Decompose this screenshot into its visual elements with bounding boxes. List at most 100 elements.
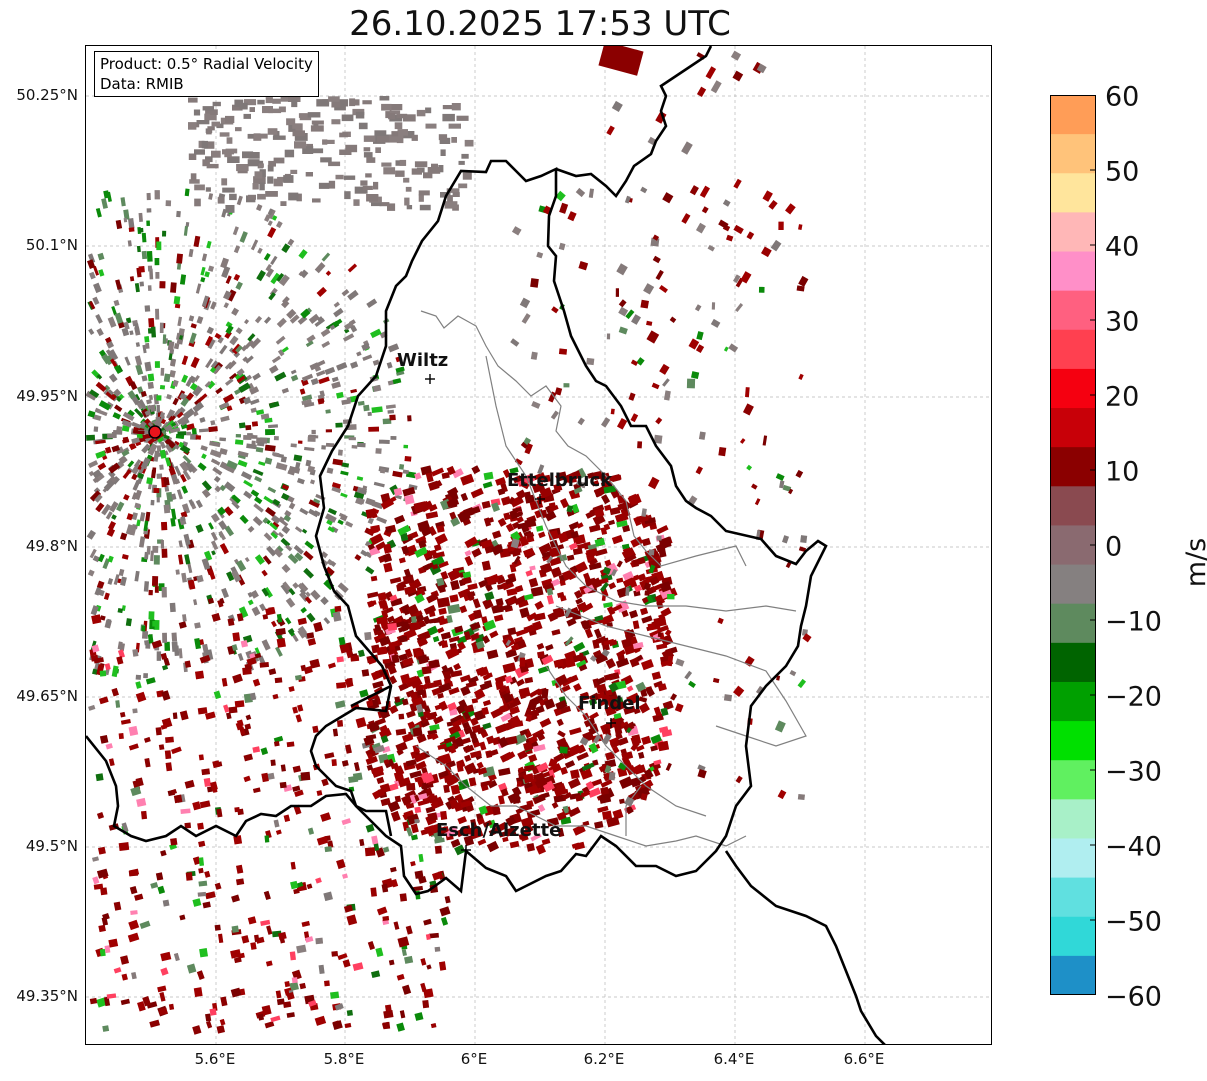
echo-cell	[176, 415, 189, 425]
echo-cell	[330, 561, 337, 567]
echo-cell	[150, 469, 157, 479]
echo-cell	[414, 752, 427, 763]
echo-cell	[271, 521, 280, 529]
radar-site-marker	[148, 425, 162, 439]
echo-cell	[308, 999, 317, 1007]
echo-cell	[428, 932, 439, 939]
echo-cell	[712, 677, 720, 684]
echo-cell	[233, 956, 242, 964]
echo-cell	[427, 625, 439, 636]
echo-cell	[96, 812, 105, 820]
echo-cell	[268, 108, 282, 114]
echo-cell	[212, 101, 221, 107]
radar-map[interactable]	[85, 45, 992, 1045]
echo-cell	[594, 821, 604, 829]
echo-cell	[161, 587, 167, 598]
echo-cell	[387, 343, 400, 353]
echo-cell	[308, 499, 320, 509]
echo-cell	[357, 497, 365, 505]
echo-cell	[356, 351, 362, 357]
echo-cell	[433, 679, 443, 687]
echo-cell	[336, 656, 344, 663]
echo-cell	[448, 745, 457, 754]
colorbar-band	[1050, 134, 1096, 174]
echo-cell	[641, 537, 651, 547]
echo-cell	[310, 479, 316, 485]
echo-cell	[532, 743, 546, 753]
echo-cell	[393, 487, 403, 497]
echo-cell	[173, 408, 182, 418]
echo-cell	[123, 321, 130, 330]
echo-cell	[147, 381, 154, 389]
echo-cell	[438, 586, 446, 594]
echo-cell	[314, 366, 322, 372]
echo-cell	[194, 198, 201, 207]
echo-cell	[125, 524, 135, 535]
echo-cell	[341, 462, 350, 468]
echo-cell	[464, 536, 479, 549]
echo-cell	[619, 776, 634, 789]
echo-cell	[388, 675, 398, 685]
echo-cell	[362, 185, 373, 190]
echo-cell	[252, 787, 261, 794]
echo-cell	[653, 706, 662, 717]
echo-cell	[201, 295, 210, 308]
echo-cell	[122, 411, 135, 422]
echo-cell	[140, 457, 151, 469]
echo-cell	[546, 588, 554, 596]
echo-cell	[127, 390, 137, 400]
echo-cell	[407, 415, 412, 422]
echo-cell	[519, 729, 528, 736]
echo-cell	[404, 955, 414, 964]
echo-cell	[556, 718, 564, 727]
echo-cell	[438, 165, 444, 173]
echo-cell	[353, 199, 360, 206]
echo-cell	[730, 50, 742, 61]
echo-cell	[363, 735, 375, 746]
echo-cell	[212, 466, 223, 476]
echo-cell	[365, 173, 372, 178]
echo-cell	[601, 417, 611, 428]
echo-cell	[411, 695, 424, 707]
echo-cell	[382, 915, 390, 921]
echo-cell	[111, 444, 120, 453]
echo-cell	[496, 576, 506, 585]
colorbar-tick-label: −40	[1105, 831, 1162, 863]
echo-cell	[397, 524, 411, 536]
echo-cell	[455, 703, 468, 715]
echo-cell	[370, 328, 382, 339]
echo-cell	[538, 531, 546, 539]
echo-cell	[524, 707, 532, 718]
echo-cell	[387, 664, 397, 675]
echo-cell	[292, 765, 302, 773]
echo-cell	[140, 810, 148, 820]
echo-cell	[463, 835, 475, 847]
echo-cell	[95, 439, 106, 445]
echo-cell	[626, 685, 634, 692]
echo-cell	[442, 105, 456, 110]
echo-cell	[524, 518, 537, 528]
echo-cell	[376, 616, 388, 625]
echo-cell	[754, 498, 761, 506]
echo-cell	[281, 299, 290, 309]
echo-cell	[163, 657, 171, 667]
echo-cell	[628, 493, 638, 501]
echo-cell	[313, 123, 319, 128]
echo-cell	[120, 197, 126, 207]
lat-label: 49.65°N	[16, 687, 78, 705]
echo-cell	[387, 409, 395, 414]
lon-label: 6.6°E	[843, 1050, 885, 1068]
echo-cell	[584, 628, 594, 639]
echo-cell	[127, 460, 135, 468]
echo-cell	[592, 513, 606, 526]
echo-cell	[378, 635, 391, 647]
colorbar	[1050, 95, 1096, 995]
echo-cell	[172, 397, 179, 406]
colorbar-band	[1050, 212, 1096, 253]
echo-cell	[226, 460, 238, 470]
echo-cell	[257, 247, 263, 254]
echo-cell	[209, 440, 221, 448]
echo-cell	[622, 577, 635, 588]
echo-cell	[618, 306, 629, 317]
echo-cell	[509, 840, 520, 849]
